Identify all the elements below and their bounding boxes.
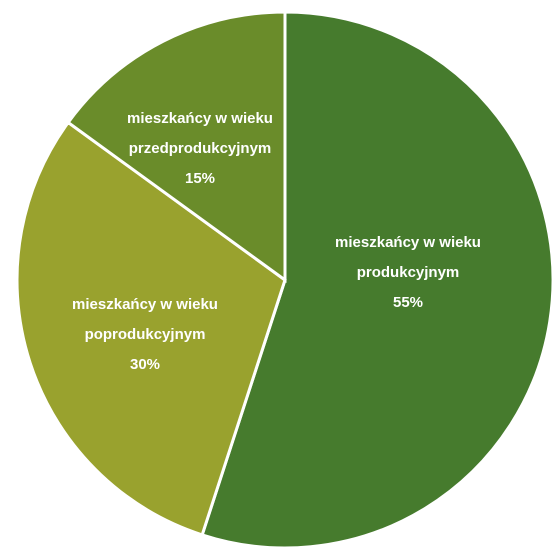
slice-label: mieszkańcy w wieku poprodukcyjnym 30% (45, 290, 245, 380)
category-label: mieszkańcy w wieku przedprodukcyjnym (127, 110, 273, 157)
category-label: mieszkańcy w wieku produkcyjnym (335, 234, 481, 281)
value-label: 15% (184, 170, 216, 187)
value-label: 30% (129, 356, 161, 373)
pie-slice (200, 10, 552, 550)
pie-slice (66, 10, 287, 283)
slice-label: mieszkańcy w wieku produkcyjnym 55% (308, 228, 508, 318)
slice-label: mieszkańcy w wieku przedprodukcyjnym 15% (93, 104, 308, 194)
value-label: 55% (392, 294, 424, 311)
pie-slice (15, 120, 287, 537)
category-label: mieszkańcy w wieku poprodukcyjnym (72, 296, 218, 343)
